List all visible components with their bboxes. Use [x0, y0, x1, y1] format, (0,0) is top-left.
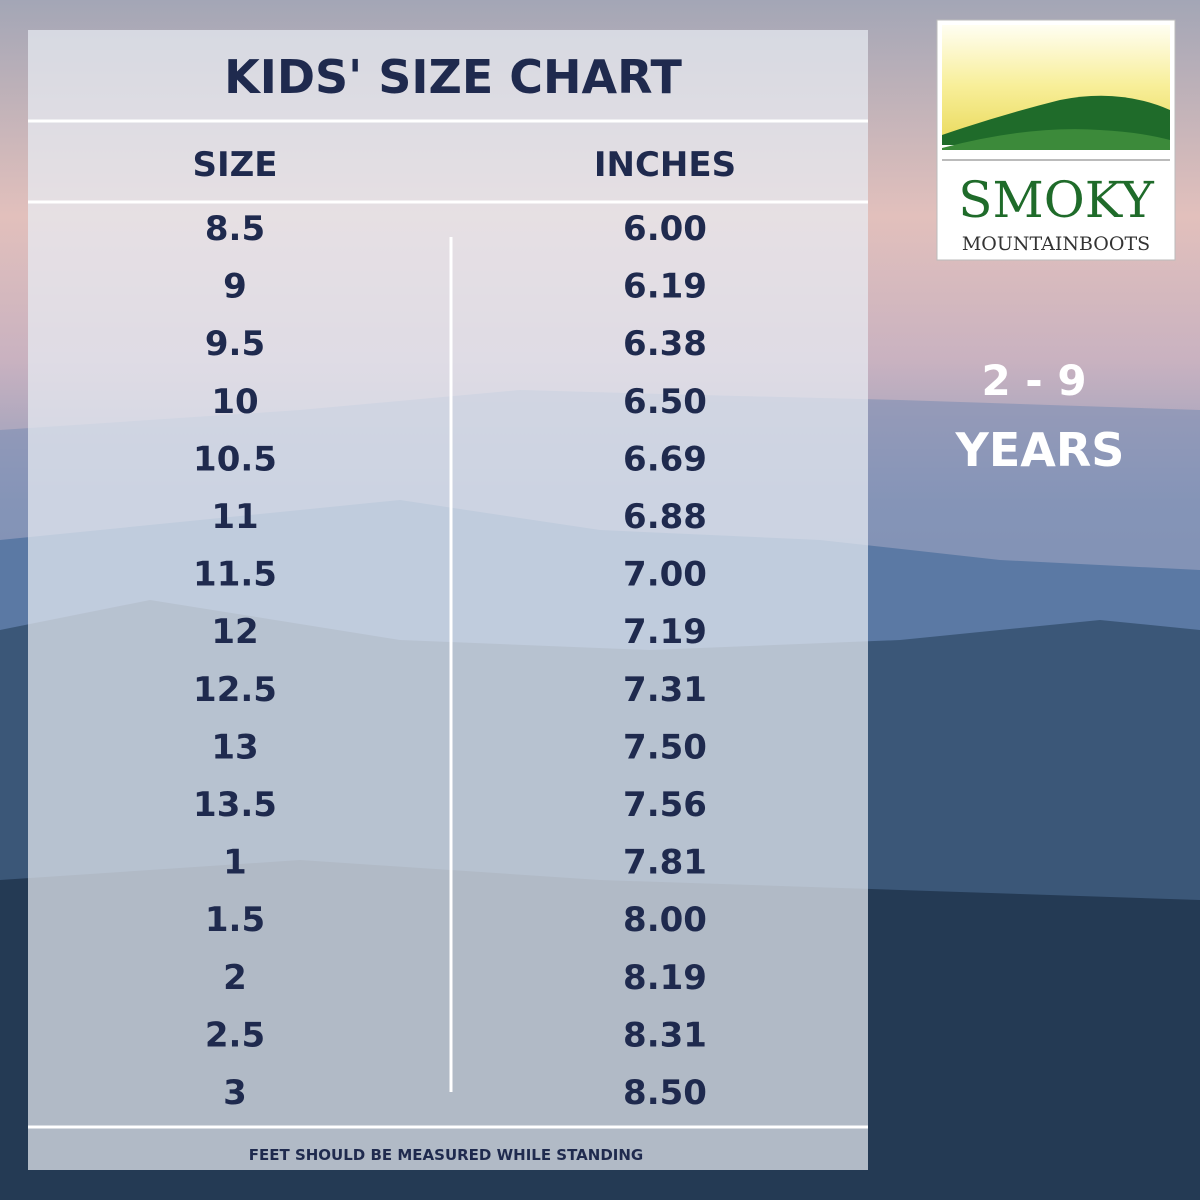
logo-sub-first: MOUNTAIN — [962, 233, 1079, 255]
inches-cell: 6.38 — [623, 324, 707, 364]
size-cell: 9.5 — [205, 324, 265, 364]
size-cell: 10 — [211, 382, 258, 422]
inches-cell: 6.19 — [623, 267, 707, 307]
size-cell: 9 — [223, 267, 247, 307]
age-range: 2 - 9 — [981, 356, 1086, 405]
size-cell: 1 — [223, 843, 247, 883]
inches-cell: 7.31 — [623, 670, 707, 710]
inches-cell: 7.50 — [623, 727, 707, 767]
inches-cell: 7.19 — [623, 612, 707, 652]
chart-title: KIDS' SIZE CHART — [224, 50, 682, 104]
inches-cell: 8.00 — [623, 900, 707, 940]
inches-cell: 6.88 — [623, 497, 707, 537]
size-table: SIZE INCHES 8.5 6.00 9 6.19 9.5 6.38 10 6.50 10.5 6… — [192, 145, 736, 1113]
inches-cell: 7.81 — [623, 843, 707, 883]
size-cell: 11.5 — [193, 555, 277, 595]
logo: SMOKY MOUNTAINBOOTS — [936, 19, 1176, 261]
column-header: INCHES — [594, 145, 736, 185]
size-cell: 13.5 — [193, 785, 277, 825]
size-cell: 12.5 — [193, 670, 277, 710]
inches-cell: 8.31 — [623, 1015, 707, 1055]
footer-note: FEET SHOULD BE MEASURED WHILE STANDING — [249, 1146, 644, 1164]
logo-hill — [942, 129, 1170, 150]
size-cell: 12 — [211, 612, 258, 652]
chart-panel — [28, 30, 868, 1170]
size-cell: 2 — [223, 958, 247, 998]
column-header: SIZE — [192, 145, 277, 185]
size-cell: 8.5 — [205, 209, 265, 249]
inches-cell: 7.00 — [623, 555, 707, 595]
inches-cell: 6.50 — [623, 382, 707, 422]
size-cell: 10.5 — [193, 439, 277, 479]
size-cell: 3 — [223, 1073, 247, 1113]
age-unit: YEARS — [955, 423, 1125, 477]
logo-sub-second: BOOTS — [1079, 233, 1150, 255]
logo-name: SMOKY — [958, 171, 1154, 229]
inches-cell: 7.56 — [623, 785, 707, 825]
inches-cell: 6.69 — [623, 439, 707, 479]
size-cell: 11 — [211, 497, 258, 537]
inches-cell: 8.50 — [623, 1073, 707, 1113]
size-cell: 2.5 — [205, 1015, 265, 1055]
size-cell: 13 — [211, 727, 258, 767]
inches-cell: 8.19 — [623, 958, 707, 998]
inches-cell: 6.00 — [623, 209, 707, 249]
size-cell: 1.5 — [205, 900, 265, 940]
logo-subname: MOUNTAINBOOTS — [962, 233, 1150, 255]
